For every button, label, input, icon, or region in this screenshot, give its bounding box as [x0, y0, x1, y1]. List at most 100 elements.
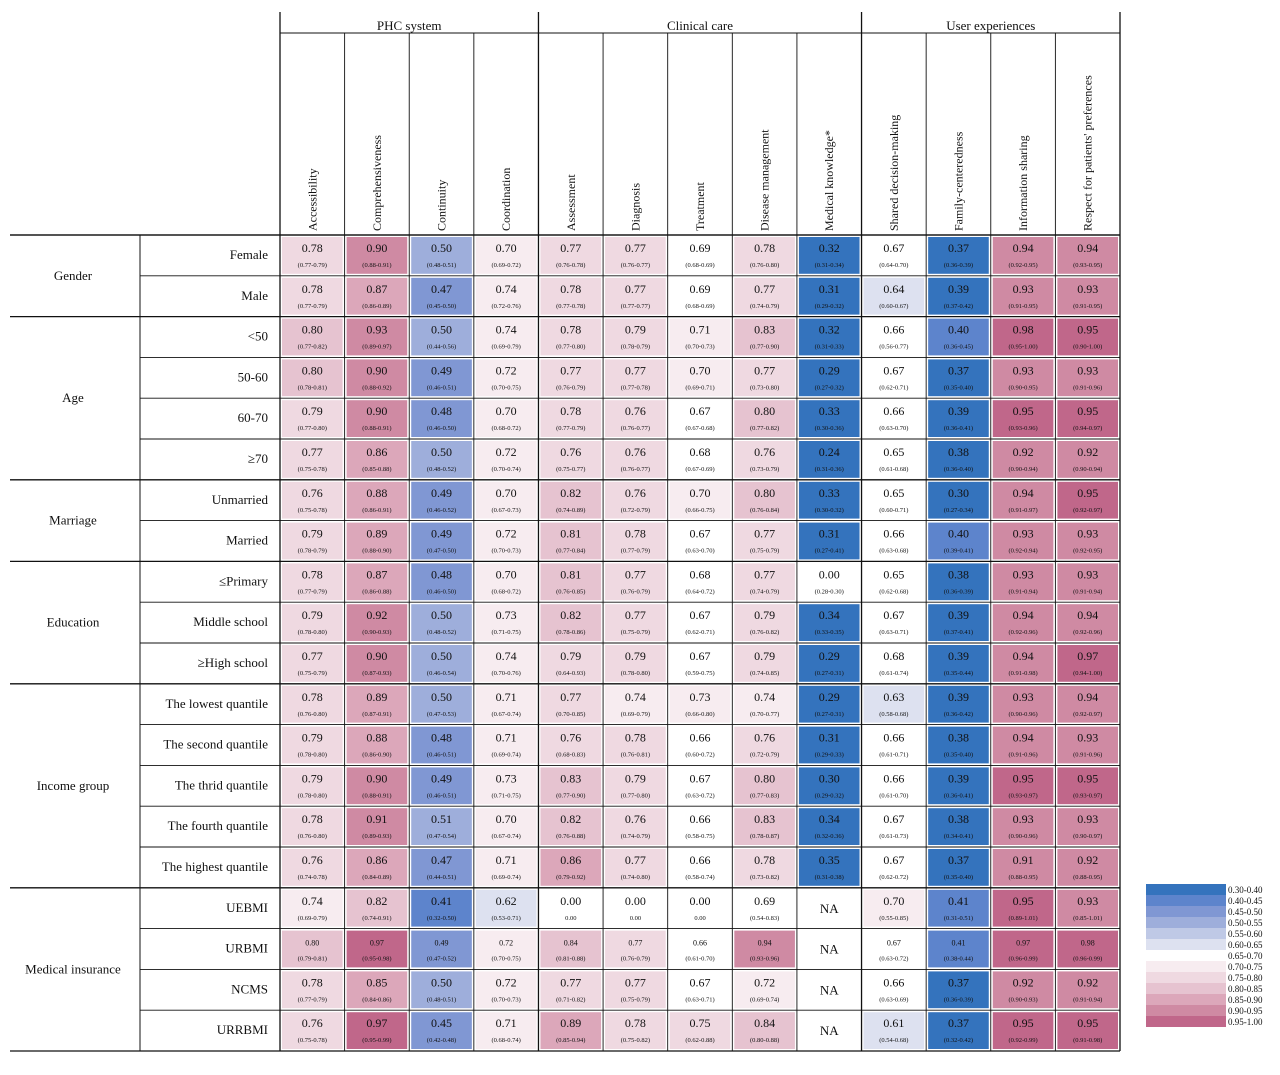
- heatmap-cell: [540, 808, 602, 845]
- row-group-label-2: Marriage: [49, 513, 97, 528]
- cell-ci: (0.76-0.80): [298, 833, 327, 840]
- cell-value: 0.71: [496, 731, 517, 745]
- cell-value: 0.30: [819, 771, 840, 785]
- cell-value: 0.65: [883, 486, 904, 500]
- cell-value: 0.79: [625, 649, 646, 663]
- cell-ci: (0.63-0.72): [879, 956, 908, 963]
- heatmap-cell: [1057, 971, 1118, 1009]
- heatmap-cell: [928, 237, 989, 274]
- heatmap-cell: [475, 971, 537, 1009]
- cell-ci: (0.67-0.68): [685, 425, 714, 432]
- heatmap-cell: [411, 400, 472, 437]
- row-label: Male: [241, 288, 268, 303]
- cell-ci: (0.78-0.80): [621, 670, 650, 677]
- cell-ci: (0.92-0.97): [1073, 711, 1102, 718]
- cell-ci: (0.95-0.99): [362, 1037, 391, 1044]
- cell-value: 0.93: [1013, 282, 1034, 296]
- cell-ci: (0.39-0.41): [944, 548, 973, 555]
- heatmap-cell: [605, 522, 666, 560]
- heatmap-cell: [734, 645, 795, 682]
- cell-ci: (0.76-0.81): [621, 752, 650, 759]
- cell-value: 0.77: [302, 445, 323, 459]
- cell-value: 0.66: [883, 323, 904, 337]
- cell-value: 0.39: [948, 608, 969, 622]
- cell-ci: (0.89-0.93): [362, 833, 391, 840]
- legend-item: 0.60-0.65: [1146, 939, 1263, 950]
- heatmap-cell: [863, 359, 925, 397]
- heatmap-cell: [669, 808, 731, 845]
- cell-ci: (0.76-0.88): [556, 833, 585, 840]
- cell-ci: (0.93-0.95): [1073, 262, 1102, 269]
- cell-value: 0.63: [883, 690, 904, 704]
- cell-value: 0.38: [948, 812, 969, 826]
- heatmap-cell: [605, 400, 666, 437]
- cell-ci: (0.92-0.96): [1073, 629, 1102, 636]
- cell-ci: (0.68-0.83): [556, 752, 585, 759]
- row-label: Middle school: [193, 614, 268, 629]
- cell-value: 0.94: [1013, 649, 1034, 663]
- cell-ci: (0.70-0.77): [750, 711, 779, 718]
- heatmap-cell: [1057, 726, 1118, 764]
- heatmap-cell: [540, 563, 602, 601]
- cell-value: 0.92: [366, 608, 387, 622]
- cell-ci: (0.72-0.79): [621, 507, 650, 514]
- cell-value: 0.66: [690, 812, 711, 826]
- cell-value: 0.62: [496, 894, 517, 908]
- heatmap-cell: [475, 522, 537, 560]
- heatmap-cell: [282, 277, 343, 315]
- cell-value: 0.78: [302, 567, 323, 581]
- heatmap-cell: [411, 808, 472, 845]
- heatmap-cell: [540, 359, 602, 397]
- heatmap-cell: [798, 359, 860, 397]
- legend-swatch: [1146, 939, 1226, 950]
- cell-ci: (0.67-0.73): [492, 507, 521, 514]
- heatmap-cell: [992, 563, 1054, 601]
- cell-ci: (0.91-0.98): [1073, 1037, 1102, 1044]
- heatmap-cell: [282, 604, 343, 641]
- cell-ci: (0.77-0.82): [750, 425, 779, 432]
- heatmap-cell: [798, 277, 860, 315]
- cell-ci: (0.31-0.51): [944, 915, 973, 922]
- heatmap-cell: [734, 930, 795, 968]
- cell-ci: (0.78-0.81): [298, 384, 327, 391]
- cell-value: 0.00: [819, 567, 840, 581]
- heatmap-cell: [669, 685, 731, 723]
- cell-value: 0.93: [1077, 894, 1098, 908]
- cell-ci: (0.77-0.78): [556, 303, 585, 310]
- row-label: Female: [230, 247, 268, 262]
- cell-value: 0.37: [948, 975, 969, 989]
- cell-value: 0.66: [883, 404, 904, 418]
- heatmap-cell: [992, 359, 1054, 397]
- cell-ci: (0.85-1.01): [1073, 915, 1102, 922]
- cell-ci: (0.77-0.78): [621, 384, 650, 391]
- heatmap-cell: [282, 849, 343, 886]
- heatmap-cell: [346, 441, 408, 478]
- legend-swatch: [1146, 895, 1226, 906]
- cell-value: 0.94: [1077, 608, 1098, 622]
- legend-label: 0.55-0.60: [1228, 928, 1263, 939]
- cell-value: 0.70: [496, 567, 517, 581]
- heatmap-cell: [475, 726, 537, 764]
- cell-value: 0.91: [366, 812, 387, 826]
- heatmap-cell: [928, 318, 989, 356]
- heatmap-cell: [992, 1012, 1054, 1049]
- cell-value: 0.74: [496, 649, 517, 663]
- heatmap-cell: [863, 318, 925, 356]
- column-header-2: Continuity: [435, 180, 449, 231]
- heatmap-cell: [669, 522, 731, 560]
- column-header-7: Disease management: [758, 129, 772, 231]
- heatmap-cell: [475, 685, 537, 723]
- cell-ci: (0.44-0.56): [427, 344, 456, 351]
- cell-value: 0.71: [496, 690, 517, 704]
- heatmap-cell: [992, 277, 1054, 315]
- cell-ci: (0.86-0.89): [362, 303, 391, 310]
- cell-value: 0.76: [625, 812, 646, 826]
- cell-ci: (0.80-0.88): [750, 1037, 779, 1044]
- heatmap-cell: [346, 685, 408, 723]
- cell-value: 0.93: [1077, 527, 1098, 541]
- cell-ci: (0.76-0.79): [621, 956, 650, 963]
- heatmap-cell: [411, 441, 472, 478]
- cell-ci: (0.31-0.36): [815, 466, 844, 473]
- cell-value: 0.80: [305, 939, 319, 948]
- heatmap-cell: [540, 726, 602, 764]
